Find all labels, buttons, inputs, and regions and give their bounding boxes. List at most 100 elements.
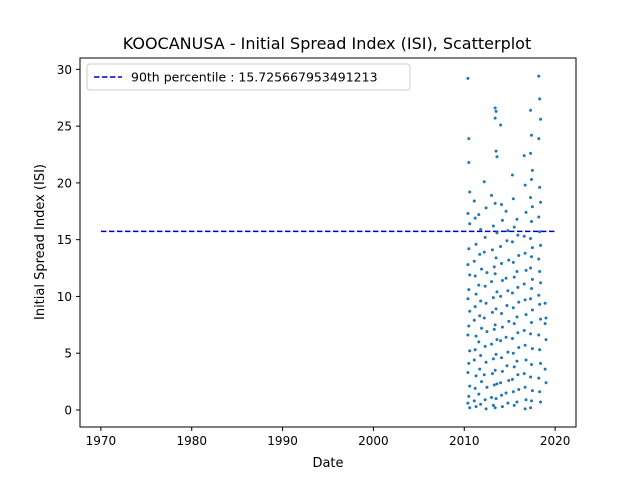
data-point bbox=[543, 322, 547, 326]
data-point bbox=[516, 331, 520, 335]
data-point bbox=[490, 193, 494, 197]
data-point bbox=[491, 296, 495, 300]
x-tick-label: 1990 bbox=[267, 434, 298, 448]
data-point bbox=[466, 76, 470, 80]
data-point bbox=[472, 199, 476, 203]
y-axis-label: Initial Spread Index (ISI) bbox=[33, 164, 48, 320]
data-point bbox=[491, 224, 495, 228]
data-point bbox=[484, 360, 488, 364]
data-point bbox=[510, 336, 514, 340]
data-point bbox=[505, 239, 509, 243]
data-point bbox=[480, 380, 484, 384]
data-point bbox=[523, 251, 527, 255]
data-point bbox=[472, 318, 476, 322]
data-point bbox=[477, 283, 481, 287]
data-point bbox=[466, 401, 470, 405]
data-point bbox=[495, 382, 499, 386]
data-point bbox=[543, 367, 547, 371]
data-point bbox=[493, 201, 497, 205]
data-point bbox=[484, 407, 488, 411]
data-point bbox=[524, 358, 528, 362]
x-axis-label: Date bbox=[312, 456, 343, 471]
data-point bbox=[505, 364, 509, 368]
data-point bbox=[467, 361, 471, 365]
data-point bbox=[537, 74, 541, 78]
data-point bbox=[472, 259, 476, 263]
data-point bbox=[530, 389, 534, 393]
data-point bbox=[522, 154, 526, 158]
data-point bbox=[493, 323, 497, 327]
data-point bbox=[499, 244, 503, 248]
data-point bbox=[500, 311, 504, 315]
data-point bbox=[529, 255, 533, 259]
data-point bbox=[467, 247, 471, 251]
x-tick-label: 2000 bbox=[358, 434, 389, 448]
data-point bbox=[490, 280, 494, 284]
data-point bbox=[523, 407, 527, 411]
legend: 90th percentile : 15.725667953491213 bbox=[86, 63, 411, 91]
data-point bbox=[506, 401, 510, 405]
data-point bbox=[468, 273, 472, 277]
data-point bbox=[507, 319, 511, 323]
data-point bbox=[473, 348, 477, 352]
data-point bbox=[539, 400, 543, 404]
data-point bbox=[473, 216, 477, 220]
y-tick-label: 30 bbox=[57, 63, 72, 77]
data-point bbox=[529, 219, 533, 223]
data-point bbox=[529, 177, 533, 181]
data-point bbox=[523, 343, 527, 347]
data-point bbox=[538, 97, 542, 101]
data-point bbox=[482, 316, 486, 320]
y-tick-label: 0 bbox=[64, 403, 72, 417]
data-point bbox=[515, 269, 519, 273]
data-point bbox=[467, 394, 471, 398]
data-point bbox=[530, 205, 534, 209]
data-point bbox=[478, 314, 482, 318]
data-point bbox=[544, 381, 548, 385]
data-point bbox=[467, 137, 471, 141]
data-point bbox=[506, 229, 510, 233]
data-point bbox=[523, 385, 527, 389]
data-point bbox=[504, 276, 508, 280]
data-point bbox=[468, 309, 472, 313]
data-point bbox=[499, 294, 503, 298]
data-point bbox=[480, 267, 484, 271]
data-point bbox=[529, 237, 533, 241]
data-point bbox=[473, 305, 477, 309]
data-point bbox=[537, 293, 541, 297]
legend-box bbox=[86, 63, 411, 91]
data-point bbox=[529, 332, 533, 336]
data-point bbox=[511, 351, 515, 355]
data-point bbox=[524, 313, 528, 317]
data-point bbox=[500, 356, 504, 360]
x-axis-ticks: 1970 1980 1990 2000 2010 2020 bbox=[86, 427, 570, 448]
data-point bbox=[515, 400, 519, 404]
data-point bbox=[495, 231, 499, 235]
data-point bbox=[500, 325, 504, 329]
data-point bbox=[493, 272, 497, 276]
data-point bbox=[483, 284, 487, 288]
data-point bbox=[495, 338, 499, 342]
data-point bbox=[492, 383, 496, 387]
data-point bbox=[538, 185, 542, 189]
data-point bbox=[529, 286, 533, 290]
data-point bbox=[495, 290, 499, 294]
data-point bbox=[500, 202, 504, 206]
data-point bbox=[529, 399, 533, 403]
data-point bbox=[468, 349, 472, 353]
data-point bbox=[474, 242, 478, 246]
data-point bbox=[507, 378, 511, 382]
data-point bbox=[499, 339, 503, 343]
data-point bbox=[515, 359, 519, 363]
data-point bbox=[530, 277, 534, 281]
data-point bbox=[468, 406, 472, 410]
data-point bbox=[537, 137, 541, 141]
data-point bbox=[493, 116, 497, 120]
data-point bbox=[474, 334, 478, 338]
data-point bbox=[479, 227, 483, 231]
data-point bbox=[474, 405, 478, 409]
data-point bbox=[529, 266, 533, 270]
data-point bbox=[500, 405, 504, 409]
data-point bbox=[473, 274, 477, 278]
data-point bbox=[517, 388, 521, 392]
